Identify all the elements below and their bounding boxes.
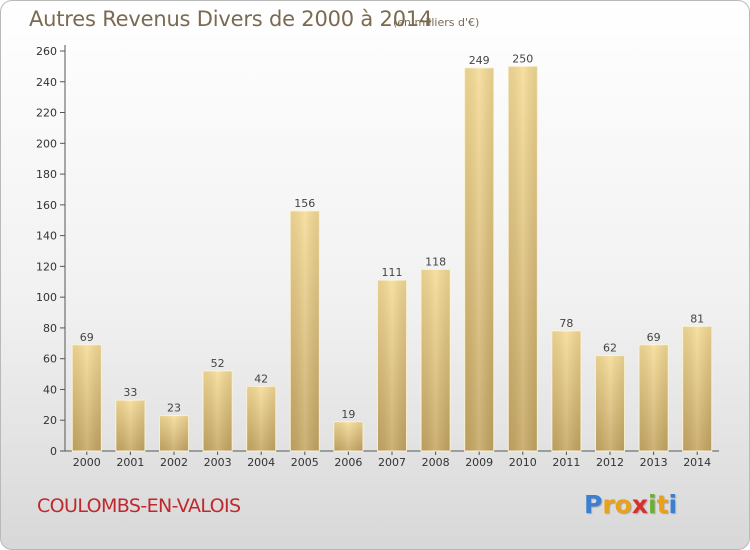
y-tick-label: 200 [36,137,57,150]
value-label: 78 [559,317,573,330]
value-label: 118 [425,255,446,268]
value-label: 111 [382,266,403,279]
bar-shade [203,371,233,451]
x-tick-label: 2006 [334,456,362,469]
value-label: 42 [254,372,268,385]
labels: 2000 69 2001 33 2002 23 2003 52 2004 42 2005 156 200… [73,52,711,469]
bar-shade [595,355,625,451]
y-tick-label: 180 [36,168,57,181]
value-label: 156 [294,197,315,210]
bar-shade [464,67,494,451]
y-tick-label: 60 [43,353,57,366]
bar-shade [682,326,712,451]
bar-shade [290,211,320,451]
x-tick-label: 2001 [116,456,144,469]
bar-shade [377,280,407,451]
x-tick-label: 2002 [160,456,188,469]
value-label: 23 [167,402,181,415]
bar-shade [115,400,145,451]
bar-shade [72,344,102,451]
y-tick-label: 260 [36,45,57,58]
y-tick-label: 140 [36,230,57,243]
bars [71,65,713,452]
brand-letter: t [656,490,669,519]
brand-letter: r [602,490,615,519]
x-tick-label: 2000 [73,456,101,469]
bar-shade [508,66,538,451]
value-label: 62 [603,342,617,355]
bar-shade [246,386,276,451]
y-tick-label: 0 [50,445,57,458]
y-tick-label: 100 [36,291,57,304]
x-tick-label: 2014 [683,456,711,469]
x-tick-label: 2003 [204,456,232,469]
x-tick-label: 2009 [465,456,493,469]
brand-letter: P [584,490,603,519]
value-label: 19 [341,408,355,421]
y-tick-label: 160 [36,199,57,212]
brand-letter: i [648,490,657,519]
x-tick-label: 2004 [247,456,275,469]
value-label: 250 [512,52,533,65]
x-tick-label: 2012 [596,456,624,469]
bar-shade [551,331,581,451]
bar-shade [333,421,363,451]
x-tick-label: 2007 [378,456,406,469]
value-label: 81 [690,312,704,325]
x-tick-label: 2010 [509,456,537,469]
x-tick-label: 2011 [552,456,580,469]
x-tick-label: 2008 [422,456,450,469]
y-tick-label: 80 [43,322,57,335]
bar-shade [159,415,189,451]
value-label: 69 [80,331,94,344]
value-label: 33 [123,386,137,399]
bar-shade [421,269,451,451]
y-tick-label: 20 [43,414,57,427]
value-label: 52 [211,357,225,370]
place-name: COULOMBS-EN-VALOIS [37,495,241,517]
value-label: 69 [647,331,661,344]
chart-subtitle: (en milliers d'€) [393,16,480,29]
y-tick-label: 40 [43,383,57,396]
value-label: 249 [469,54,490,67]
y-tick-label: 120 [36,260,57,273]
brand-letter: o [614,490,632,519]
brand-logo: Proxiti [584,490,677,519]
x-tick-label: 2013 [640,456,668,469]
x-tick-label: 2005 [291,456,319,469]
y-tick-label: 240 [36,76,57,89]
brand-letter: x [631,490,648,519]
bar-shade [639,344,669,451]
brand-letter: i [668,490,678,519]
chart-title: Autres Revenus Divers de 2000 à 2014 [29,7,433,31]
y-tick-label: 220 [36,107,57,120]
